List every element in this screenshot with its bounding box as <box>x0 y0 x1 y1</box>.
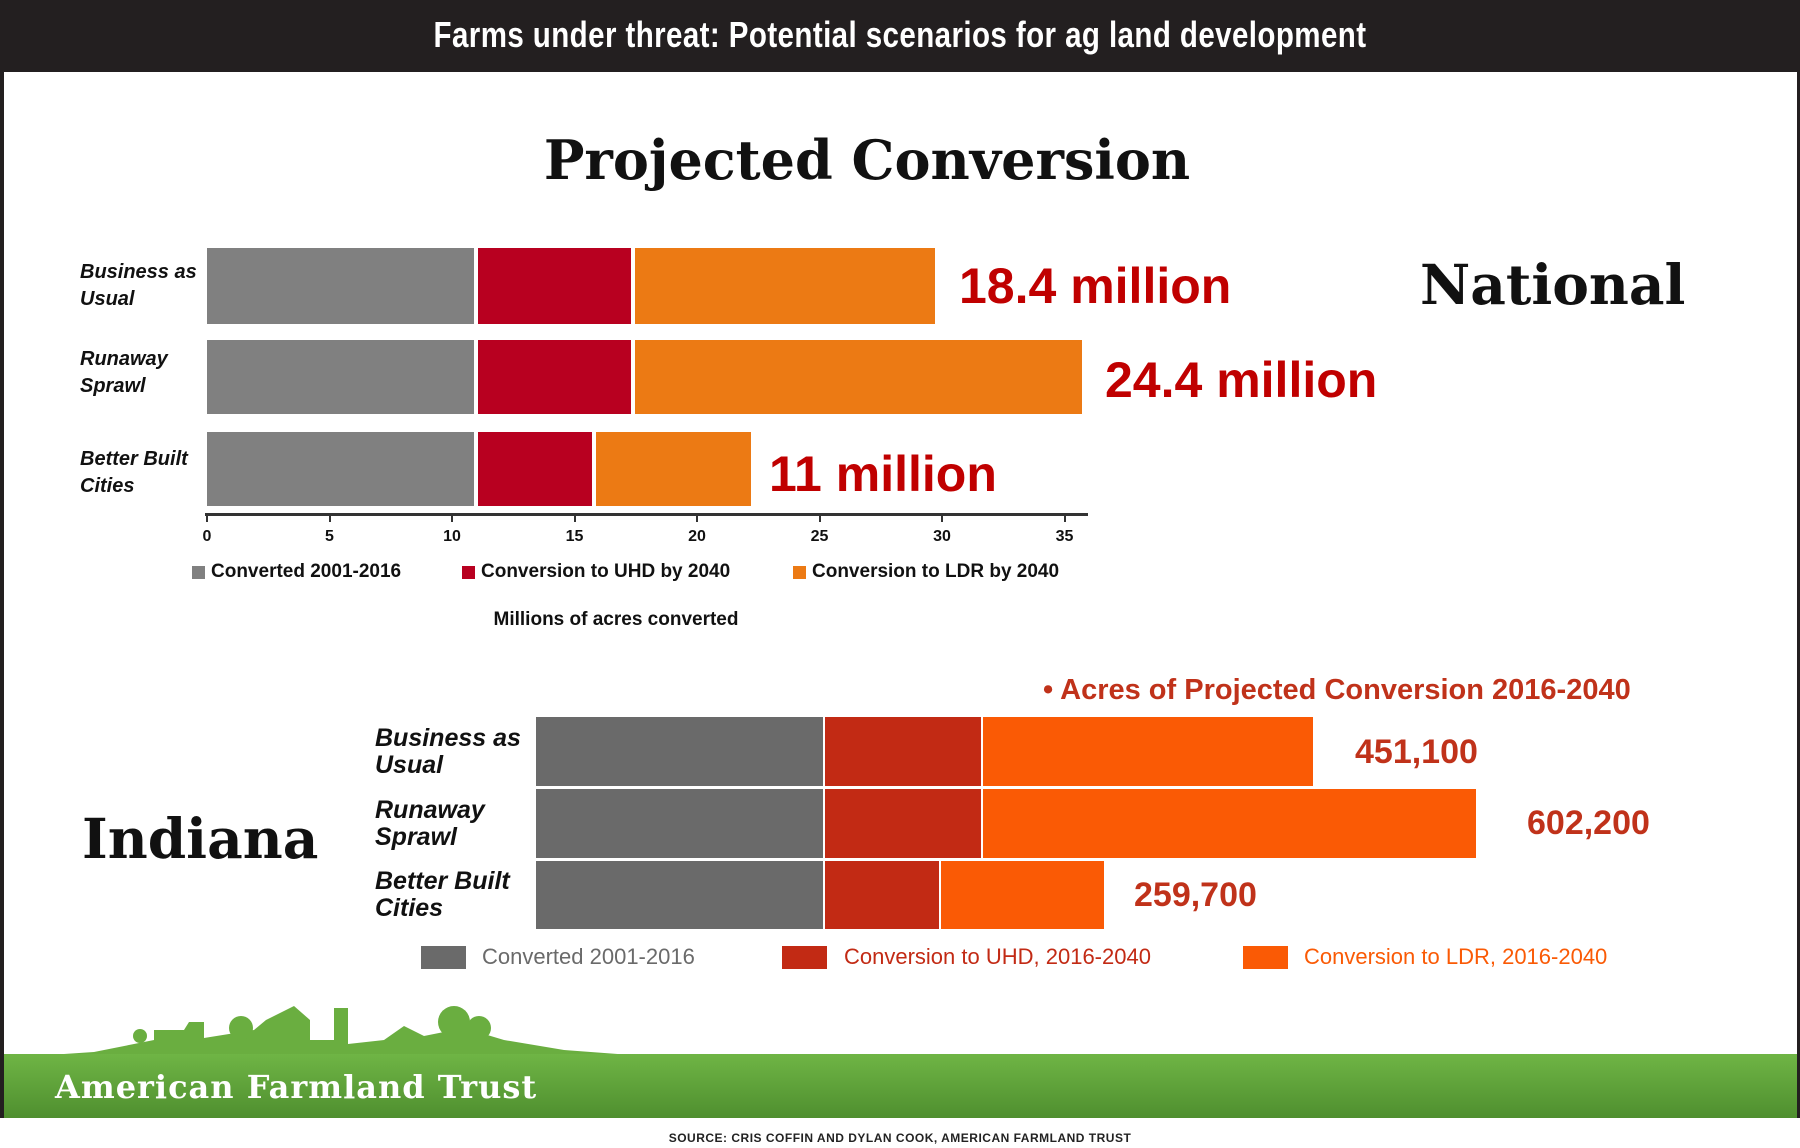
tick-mark <box>941 515 943 522</box>
tick-mark <box>573 515 576 522</box>
source-credit: SOURCE: CRIS COFFIN AND DYLAN COOK, AMER… <box>668 1131 1132 1145</box>
indiana-total-label: 451,100 <box>1355 733 1478 771</box>
indiana-bar-segment <box>824 789 982 858</box>
indiana-total-label: 602,200 <box>1527 804 1650 842</box>
national-bar-segment <box>207 340 475 414</box>
national-bar-segment <box>478 248 631 324</box>
indiana-bar-segment <box>983 717 1313 786</box>
tick-mark <box>1063 515 1066 522</box>
legend-label: Conversion to UHD by 2040 <box>481 561 731 582</box>
national-total-label: 24.4 million <box>1105 352 1378 408</box>
indiana-legend-swatch <box>782 946 827 969</box>
tick-mark <box>206 515 208 522</box>
national-bar-segment <box>634 248 935 324</box>
legend-label: Converted 2001-2016 <box>211 561 402 582</box>
indiana-legend-label: Converted 2001-2016 <box>482 944 695 969</box>
chart-title: Projected Conversion <box>543 128 1191 192</box>
indiana-bar-segment <box>536 717 823 786</box>
american-farmland-trust-logo: American Farmland Trust <box>55 1068 538 1106</box>
farm-silhouette-icon <box>4 1006 644 1060</box>
legend-swatch <box>793 565 806 579</box>
national-total-label: 18.4 million <box>959 258 1232 314</box>
indiana-bar-segment <box>536 789 823 858</box>
tick-label: 30 <box>933 528 951 545</box>
national-bar-segment <box>595 432 751 506</box>
national-bar-segment <box>207 248 475 324</box>
national-x-axis <box>205 513 1088 516</box>
legend-swatch <box>192 565 205 579</box>
indiana-legend-swatch <box>421 946 466 969</box>
indiana-label: Indiana <box>82 806 319 871</box>
tick-label: 25 <box>810 528 829 545</box>
national-label: National <box>1420 252 1686 317</box>
national-row-label: Better Built Cities <box>80 448 188 497</box>
national-bar-segment <box>634 340 1082 414</box>
indiana-row-label: Better Built Cities <box>375 867 510 922</box>
national-legend-item: Converted 2001-2016 <box>192 561 401 583</box>
tick-label: 35 <box>1055 528 1074 545</box>
tick-label: 0 <box>202 528 212 545</box>
indiana-legend-swatch <box>1243 946 1288 969</box>
indiana-total-label: 259,700 <box>1134 876 1257 914</box>
legend-swatch <box>462 565 475 579</box>
tick-mark <box>696 515 698 522</box>
indiana-bar-segment <box>536 861 823 929</box>
indiana-subtitle: • Acres of Projected Conversion 2016-204… <box>1043 674 1631 706</box>
national-row-label: Runaway Sprawl <box>80 348 168 397</box>
tick-mark <box>818 515 821 522</box>
header-title: Farms under threat: Potential scenarios … <box>433 14 1367 55</box>
indiana-row-label: Runaway Sprawl <box>375 796 485 851</box>
tick-mark <box>328 515 331 522</box>
legend-label: Conversion to LDR by 2040 <box>812 561 1060 582</box>
tick-mark <box>451 515 453 522</box>
indiana-legend-label: Conversion to UHD, 2016-2040 <box>844 944 1151 969</box>
indiana-bar-segment <box>940 861 1104 929</box>
tick-label: 15 <box>565 528 584 545</box>
national-bar-segment <box>478 340 631 414</box>
indiana-row-label: Business as Usual <box>375 724 521 779</box>
national-legend-item: Conversion to LDR by 2040 <box>793 561 1059 583</box>
national-bar-segment <box>207 432 475 506</box>
indiana-bar-segment <box>824 861 939 929</box>
tick-label: 10 <box>443 528 461 545</box>
national-legend-item: Conversion to UHD by 2040 <box>462 561 730 583</box>
national-x-axis-label: Millions of acres converted <box>493 609 739 630</box>
indiana-legend-label: Conversion to LDR, 2016-2040 <box>1304 944 1608 969</box>
tick-label: 20 <box>688 528 706 545</box>
national-row-label: Business as Usual <box>80 261 197 310</box>
tick-label: 5 <box>325 528 334 545</box>
indiana-bar-segment <box>824 717 982 786</box>
header-bar: Farms under threat: Potential scenarios … <box>0 0 1800 72</box>
indiana-bar-segment <box>983 789 1477 858</box>
national-bar-segment <box>478 432 592 506</box>
footer-banner <box>4 1054 1797 1118</box>
national-total-label: 11 million <box>769 446 997 502</box>
